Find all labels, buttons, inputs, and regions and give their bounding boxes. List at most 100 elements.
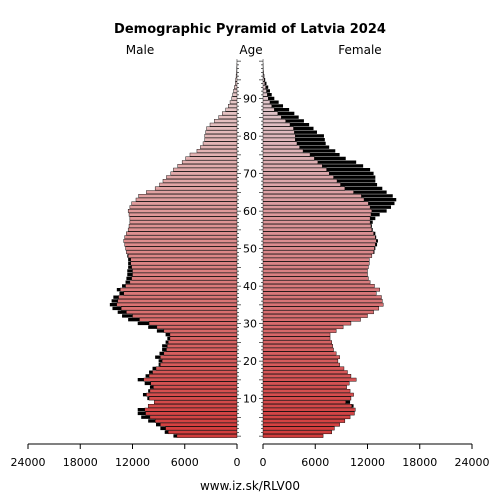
male-bar bbox=[146, 392, 238, 397]
female-bar bbox=[262, 160, 319, 165]
female-bar bbox=[262, 269, 368, 273]
female-bar bbox=[262, 107, 275, 112]
male-bar bbox=[205, 130, 238, 135]
female-bar bbox=[262, 122, 291, 127]
female-bar bbox=[262, 89, 267, 93]
female-bar bbox=[262, 254, 373, 258]
male-bar bbox=[229, 100, 238, 105]
female-label: Female bbox=[338, 43, 381, 57]
male-bar bbox=[200, 145, 238, 150]
male-bar bbox=[129, 220, 238, 225]
female-bar bbox=[262, 171, 330, 176]
male-bar bbox=[129, 216, 238, 221]
male-bar bbox=[166, 175, 238, 180]
male-bar bbox=[131, 265, 238, 270]
female-bar bbox=[262, 96, 269, 101]
female-x-tick-label: 12000 bbox=[350, 456, 385, 469]
male-bar bbox=[154, 186, 238, 191]
male-bar bbox=[148, 396, 238, 401]
male-bar bbox=[120, 306, 238, 311]
female-bar bbox=[262, 329, 337, 333]
male-bar bbox=[124, 242, 238, 247]
male-bar bbox=[176, 434, 238, 438]
male-bar bbox=[162, 179, 238, 183]
male-bar bbox=[228, 104, 238, 108]
male-bar bbox=[167, 344, 238, 348]
male-label: Male bbox=[126, 43, 154, 57]
female-bars bbox=[262, 59, 397, 438]
male-bar bbox=[169, 336, 238, 341]
female-x-tick-label: 18000 bbox=[402, 456, 437, 469]
male-bar bbox=[139, 317, 238, 322]
male-bar bbox=[236, 70, 238, 75]
female-bar-excess bbox=[263, 111, 295, 116]
female-bar bbox=[262, 377, 357, 382]
age-label: Age bbox=[239, 43, 262, 57]
male-bar bbox=[149, 415, 238, 420]
female-bar bbox=[262, 246, 375, 251]
male-bar bbox=[150, 381, 238, 386]
male-bar bbox=[156, 325, 238, 330]
male-bar bbox=[163, 329, 238, 333]
male-x-tick-label: 12000 bbox=[115, 456, 150, 469]
male-bar bbox=[206, 126, 238, 131]
male-bar bbox=[163, 351, 238, 356]
male-bar bbox=[128, 224, 238, 228]
female-bar bbox=[262, 149, 304, 153]
female-bar bbox=[262, 344, 333, 348]
female-bar-excess bbox=[263, 100, 279, 104]
female-bar bbox=[262, 250, 374, 255]
female-bar-excess bbox=[263, 104, 284, 108]
male-bar bbox=[155, 366, 238, 371]
female-bar bbox=[262, 242, 376, 247]
female-bar bbox=[262, 85, 266, 90]
male-bar bbox=[127, 227, 238, 232]
female-bar bbox=[262, 287, 380, 292]
male-bar bbox=[202, 141, 238, 146]
female-bar bbox=[262, 351, 337, 356]
male-bar bbox=[143, 377, 238, 382]
male-bar bbox=[138, 194, 238, 198]
male-bar bbox=[129, 205, 238, 210]
female-bar bbox=[262, 407, 356, 412]
female-bar bbox=[262, 134, 296, 138]
female-bar bbox=[262, 299, 383, 303]
age-tick-label: 10 bbox=[243, 393, 257, 406]
female-x-tick-label: 24000 bbox=[455, 456, 490, 469]
female-bar bbox=[262, 280, 371, 285]
female-bar bbox=[262, 152, 311, 157]
male-x-tick-label: 6000 bbox=[171, 456, 199, 469]
x-axes: 24000 18000 12000 6000 0 0 6000 12000 18000 24000 bbox=[11, 443, 490, 469]
female-bar bbox=[262, 194, 362, 198]
female-bar bbox=[262, 366, 345, 371]
female-bar bbox=[262, 100, 271, 105]
male-bar bbox=[148, 374, 238, 378]
male-bar bbox=[231, 96, 238, 101]
chart-title: Demographic Pyramid of Latvia 2024 bbox=[114, 22, 386, 37]
female-bar bbox=[262, 389, 351, 393]
female-x-tick-label: 0 bbox=[260, 456, 267, 469]
age-tick-label: 80 bbox=[243, 130, 257, 143]
female-bar bbox=[262, 321, 352, 326]
male-bar bbox=[225, 107, 238, 112]
male-bar bbox=[232, 92, 238, 97]
age-tick-label: 20 bbox=[243, 355, 257, 368]
female-bar bbox=[262, 164, 323, 168]
female-bar bbox=[262, 317, 361, 322]
male-bar bbox=[153, 385, 238, 390]
male-bar bbox=[196, 149, 238, 153]
female-bar bbox=[262, 186, 346, 191]
female-bar bbox=[262, 381, 350, 386]
male-bar bbox=[132, 314, 238, 318]
male-bar bbox=[147, 404, 238, 408]
male-bar bbox=[234, 85, 238, 90]
male-bar bbox=[166, 347, 238, 352]
female-bar bbox=[262, 111, 279, 116]
male-bar bbox=[149, 389, 238, 393]
female-bar bbox=[262, 119, 286, 123]
male-bar bbox=[128, 212, 238, 217]
female-bar bbox=[262, 302, 384, 307]
male-bars bbox=[109, 59, 238, 438]
male-bar bbox=[160, 422, 238, 427]
